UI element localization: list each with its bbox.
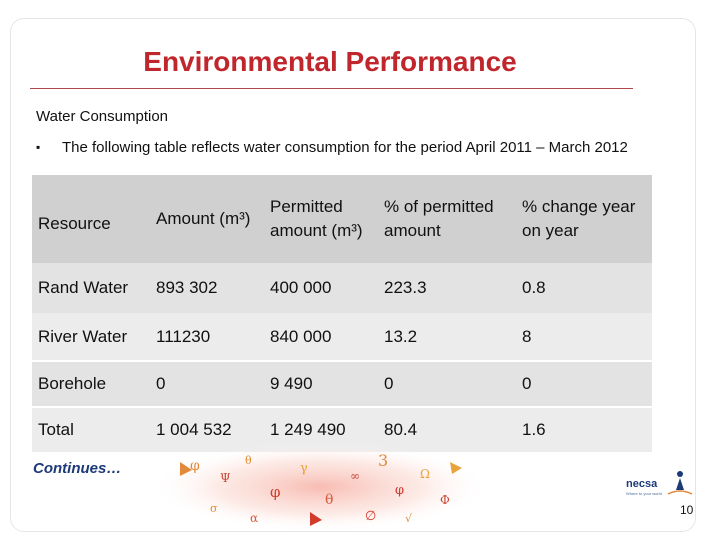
header-pct-change: % change year on year — [516, 175, 652, 263]
cell-pct-permitted: 80.4 — [378, 406, 516, 452]
cell-resource: Borehole — [32, 360, 150, 407]
cell-resource: River Water — [32, 313, 150, 361]
table-row: River Water 111230 840 000 13.2 8 — [32, 313, 652, 361]
svg-text:Ω: Ω — [420, 467, 430, 481]
svg-text:α: α — [250, 511, 258, 525]
header-pct-permitted: % of permitted amount — [378, 175, 516, 263]
bullet-text: The following table reflects water consu… — [62, 139, 628, 156]
water-consumption-table: Resource Amount (m³) Permitted amount (m… — [32, 175, 652, 452]
page-number: 10 — [680, 503, 694, 517]
svg-text:φ: φ — [395, 483, 404, 498]
cell-pct-permitted: 0 — [378, 360, 516, 407]
table-header-row: Resource Amount (m³) Permitted amount (m… — [32, 175, 652, 263]
svg-text:Ψ: Ψ — [220, 471, 231, 485]
cell-amount: 1 004 532 — [150, 406, 264, 452]
decorative-symbols-graphic: φ Ψ θ φ γ θ ∞ 3 φ Ω Φ σ α ∅ √ — [150, 442, 490, 532]
svg-text:φ: φ — [270, 483, 281, 501]
necsa-logo-icon — [667, 471, 693, 495]
table-row: Rand Water 893 302 400 000 223.3 0.8 — [32, 263, 652, 313]
continues-note: Continues… — [33, 460, 122, 477]
svg-text:∞: ∞ — [350, 469, 360, 483]
cell-permitted: 400 000 — [264, 263, 378, 313]
slide-frame — [10, 18, 696, 532]
cell-resource: Rand Water — [32, 263, 150, 313]
table-total-row: Total 1 004 532 1 249 490 80.4 1.6 — [32, 406, 652, 452]
cell-amount: 111230 — [150, 313, 264, 361]
logo-tagline: Where to your world — [626, 491, 662, 496]
cell-pct-permitted: 13.2 — [378, 313, 516, 361]
cell-pct-permitted: 223.3 — [378, 263, 516, 313]
header-permitted: Permitted amount (m³) — [264, 175, 378, 263]
logo-name: necsa — [626, 478, 658, 490]
svg-text:√: √ — [405, 512, 413, 525]
bullet-icon: ▪ — [36, 140, 41, 154]
header-amount: Amount (m³) — [150, 175, 264, 263]
svg-text:θ: θ — [245, 454, 252, 467]
section-subtitle: Water Consumption — [36, 108, 168, 125]
cell-pct-change: 1.6 — [516, 406, 652, 452]
svg-text:φ: φ — [190, 458, 200, 474]
header-resource: Resource — [32, 175, 150, 263]
cell-amount: 893 302 — [150, 263, 264, 313]
table-row: Borehole 0 9 490 0 0 — [32, 360, 652, 407]
cell-pct-change: 8 — [516, 313, 652, 361]
cell-permitted: 840 000 — [264, 313, 378, 361]
svg-text:3: 3 — [378, 451, 388, 470]
slide-title: Environmental Performance — [143, 46, 517, 77]
cell-amount: 0 — [150, 360, 264, 407]
svg-text:γ: γ — [300, 461, 308, 476]
cell-pct-change: 0 — [516, 360, 652, 407]
svg-text:σ: σ — [210, 502, 218, 515]
svg-text:∅: ∅ — [365, 509, 376, 524]
cell-resource: Total — [32, 406, 150, 452]
title-divider — [30, 88, 633, 89]
svg-text:θ: θ — [325, 492, 333, 508]
svg-text:Φ: Φ — [440, 493, 450, 507]
cell-permitted: 9 490 — [264, 360, 378, 407]
cell-pct-change: 0.8 — [516, 263, 652, 313]
